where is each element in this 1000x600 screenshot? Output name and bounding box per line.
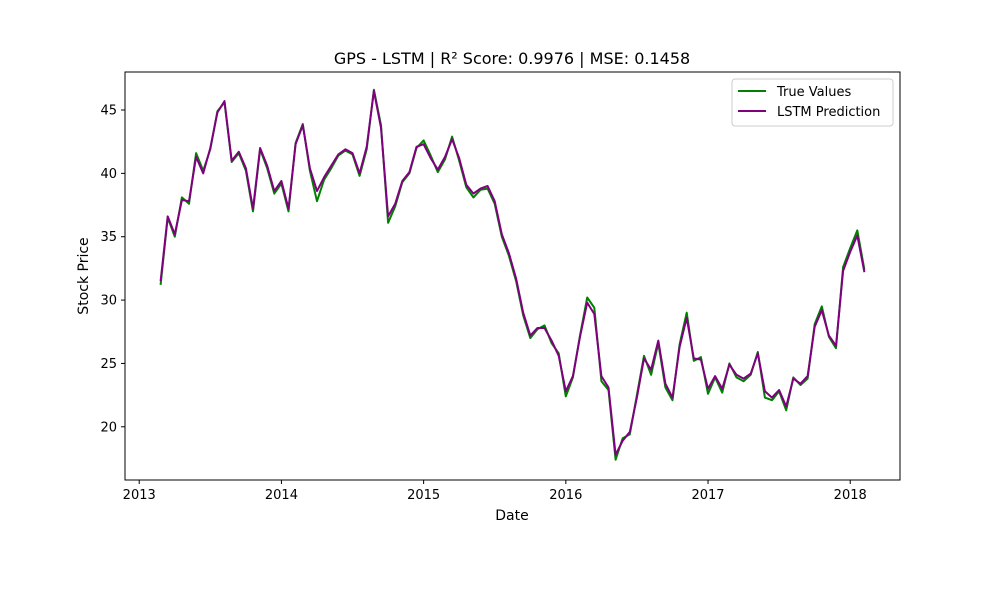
x-tick-label: 2015 [407, 488, 440, 503]
chart-title: GPS - LSTM | R² Score: 0.9976 | MSE: 0.1… [334, 49, 690, 68]
y-tick-label: 25 [100, 357, 117, 372]
y-tick-label: 35 [100, 230, 117, 245]
y-axis: 20 25 30 35 40 45 [100, 104, 125, 435]
x-axis-label: Date [495, 508, 528, 524]
plot-area [124, 71, 901, 481]
x-tick-label: 2018 [834, 488, 867, 503]
y-tick-label: 40 [100, 167, 117, 182]
legend-true-values-label: True Values [776, 85, 851, 100]
series-line-lstm-prediction [159, 90, 866, 456]
y-tick-label: 30 [100, 294, 117, 309]
legend-box [731, 78, 894, 127]
legend: True Values LSTM Prediction [731, 78, 894, 127]
x-tick-label: 2016 [549, 488, 582, 503]
x-tick-label: 2017 [691, 488, 724, 503]
series-layer [159, 88, 866, 461]
axes-frame [124, 71, 901, 481]
y-tick-label: 20 [100, 420, 117, 435]
y-axis-label: Stock Price [76, 237, 92, 314]
legend-lstm-prediction-label: LSTM Prediction [777, 105, 880, 120]
x-tick-label: 2013 [123, 488, 156, 503]
x-axis: 2013 2014 2015 2016 2017 2018 [123, 480, 867, 503]
y-tick-label: 45 [100, 104, 117, 119]
x-tick-label: 2014 [265, 488, 298, 503]
